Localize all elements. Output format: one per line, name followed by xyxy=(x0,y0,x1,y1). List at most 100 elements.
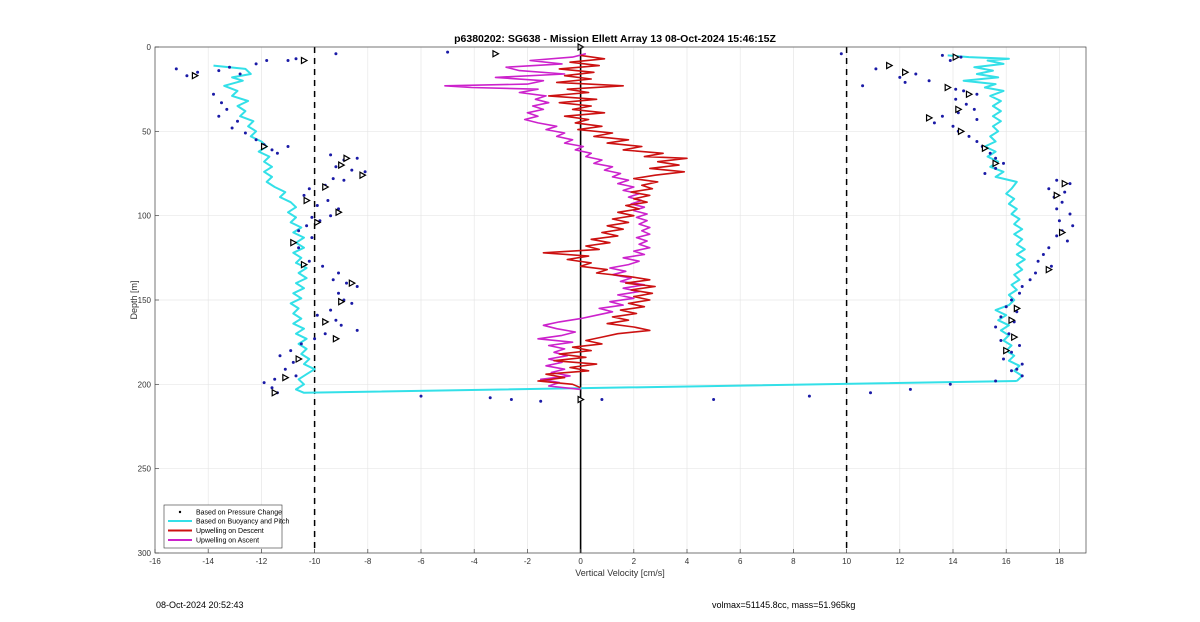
pressure-change-point xyxy=(225,107,229,111)
triangle-marker xyxy=(295,355,303,364)
pressure-change-point xyxy=(1034,271,1037,275)
pressure-change-point xyxy=(185,74,189,78)
pressure-change-point xyxy=(278,354,282,358)
pressure-change-point xyxy=(310,215,314,219)
pressure-change-point xyxy=(329,153,333,157)
pressure-change-point xyxy=(236,119,239,123)
pressure-change-point xyxy=(839,52,843,56)
reference-lines xyxy=(313,47,848,553)
x-tick-label: -14 xyxy=(202,557,214,566)
legend-label-ascent: Upwelling on Ascent xyxy=(196,538,259,545)
pressure-change-point xyxy=(321,264,325,268)
x-tick-label: 6 xyxy=(738,557,743,566)
pressure-change-point xyxy=(1068,182,1072,186)
y-tick-label: 250 xyxy=(138,465,152,474)
triangle-marker xyxy=(282,373,290,382)
pressure-change-point xyxy=(999,315,1003,319)
x-tick-label: -2 xyxy=(524,557,532,566)
pressure-change-point xyxy=(807,394,811,398)
pressure-change-point xyxy=(270,386,274,390)
triangle-marker xyxy=(271,388,279,397)
pressure-change-point xyxy=(323,332,327,336)
pressure-change-point xyxy=(265,59,269,62)
pressure-change-point xyxy=(1055,234,1059,238)
pressure-change-point xyxy=(1020,374,1024,378)
pressure-change-point xyxy=(539,399,543,403)
legend-label-buoyancy: Based on Buoyancy and Pitch xyxy=(196,519,290,526)
triangle-marker xyxy=(303,196,311,205)
triangle-marker xyxy=(944,83,952,92)
chart-title: p6380202: SG638 - Mission Ellett Array 1… xyxy=(454,33,776,45)
pressure-change-point xyxy=(363,170,367,174)
x-tick-label: 14 xyxy=(949,557,958,566)
triangle-marker xyxy=(1011,333,1019,342)
pressure-change-point xyxy=(315,204,319,207)
pressure-change-point xyxy=(1036,259,1040,263)
pressure-change-point xyxy=(994,379,998,383)
triangle-marker xyxy=(359,171,367,180)
pressure-change-point xyxy=(951,124,955,128)
triangle-marker xyxy=(1003,346,1011,355)
pressure-change-point xyxy=(932,121,936,125)
x-tick-label: -4 xyxy=(471,557,479,566)
triangle-marker xyxy=(191,71,200,80)
footer-volmax-mass: volmax=51145.8cc, mass=51.965kg xyxy=(712,600,856,610)
upwelling-ascent-line xyxy=(444,52,651,391)
pressure-change-point xyxy=(331,278,335,282)
pressure-change-point xyxy=(954,87,958,91)
pressure-change-point xyxy=(1068,212,1072,216)
pressure-change-point xyxy=(959,55,963,59)
pressure-change-point xyxy=(329,214,333,218)
pressure-change-point xyxy=(994,325,998,329)
pressure-change-point xyxy=(270,148,274,152)
pressure-change-point xyxy=(1015,367,1019,371)
pressure-change-point xyxy=(286,145,290,148)
pressure-change-point xyxy=(243,131,247,135)
triangle-marker xyxy=(1061,179,1069,188)
triangle-marker xyxy=(260,142,269,151)
pressure-change-point xyxy=(350,301,354,305)
pressure-change-point xyxy=(345,281,348,285)
pressure-change-point xyxy=(994,166,998,170)
pressure-change-point xyxy=(1049,264,1053,268)
pressure-change-point xyxy=(326,199,330,202)
pressure-change-point xyxy=(286,59,290,62)
triangle-marker xyxy=(577,395,585,404)
triangle-marker xyxy=(338,297,346,306)
pressure-change-point xyxy=(310,236,314,240)
pressure-change-point xyxy=(419,394,423,398)
x-tick-label: 18 xyxy=(1055,557,1064,566)
pressure-change-point xyxy=(1071,224,1075,228)
pressure-change-point xyxy=(1010,369,1013,373)
triangle-marker xyxy=(338,161,346,170)
y-tick-label: 200 xyxy=(138,380,152,389)
pressure-change-point xyxy=(940,114,944,118)
x-tick-label: -10 xyxy=(309,557,321,566)
pressure-change-point xyxy=(355,285,359,288)
pressure-change-point xyxy=(975,92,979,96)
pressure-change-point xyxy=(313,337,317,341)
y-axis-ticks: 0 50 100 150 200 250 300 xyxy=(138,43,159,558)
buoyancy-pitch-ascent-line xyxy=(947,54,1026,382)
pressure-change-point xyxy=(1041,253,1045,256)
pressure-change-point xyxy=(1018,291,1021,295)
pressure-change-point xyxy=(999,339,1003,342)
triangle-marker xyxy=(1058,228,1067,237)
pressure-change-point xyxy=(217,69,221,73)
triangle-marker xyxy=(343,154,351,163)
pressure-change-point xyxy=(230,126,234,130)
pressure-change-point xyxy=(861,84,865,88)
x-axis-label: Vertical Velocity [cm/s] xyxy=(575,568,665,578)
triangle-marker xyxy=(300,260,309,269)
pressure-change-point xyxy=(927,79,931,83)
pressure-change-point xyxy=(275,151,279,155)
pressure-change-point xyxy=(294,57,298,61)
pressure-change-point xyxy=(712,398,716,401)
pressure-change-point xyxy=(355,328,359,332)
pressure-change-point xyxy=(302,193,306,197)
pressure-change-point xyxy=(488,396,492,400)
pressure-change-point xyxy=(1057,219,1061,223)
pressure-change-point xyxy=(1047,187,1051,191)
pressure-change-point xyxy=(228,65,231,69)
pressure-change-point xyxy=(948,59,952,62)
